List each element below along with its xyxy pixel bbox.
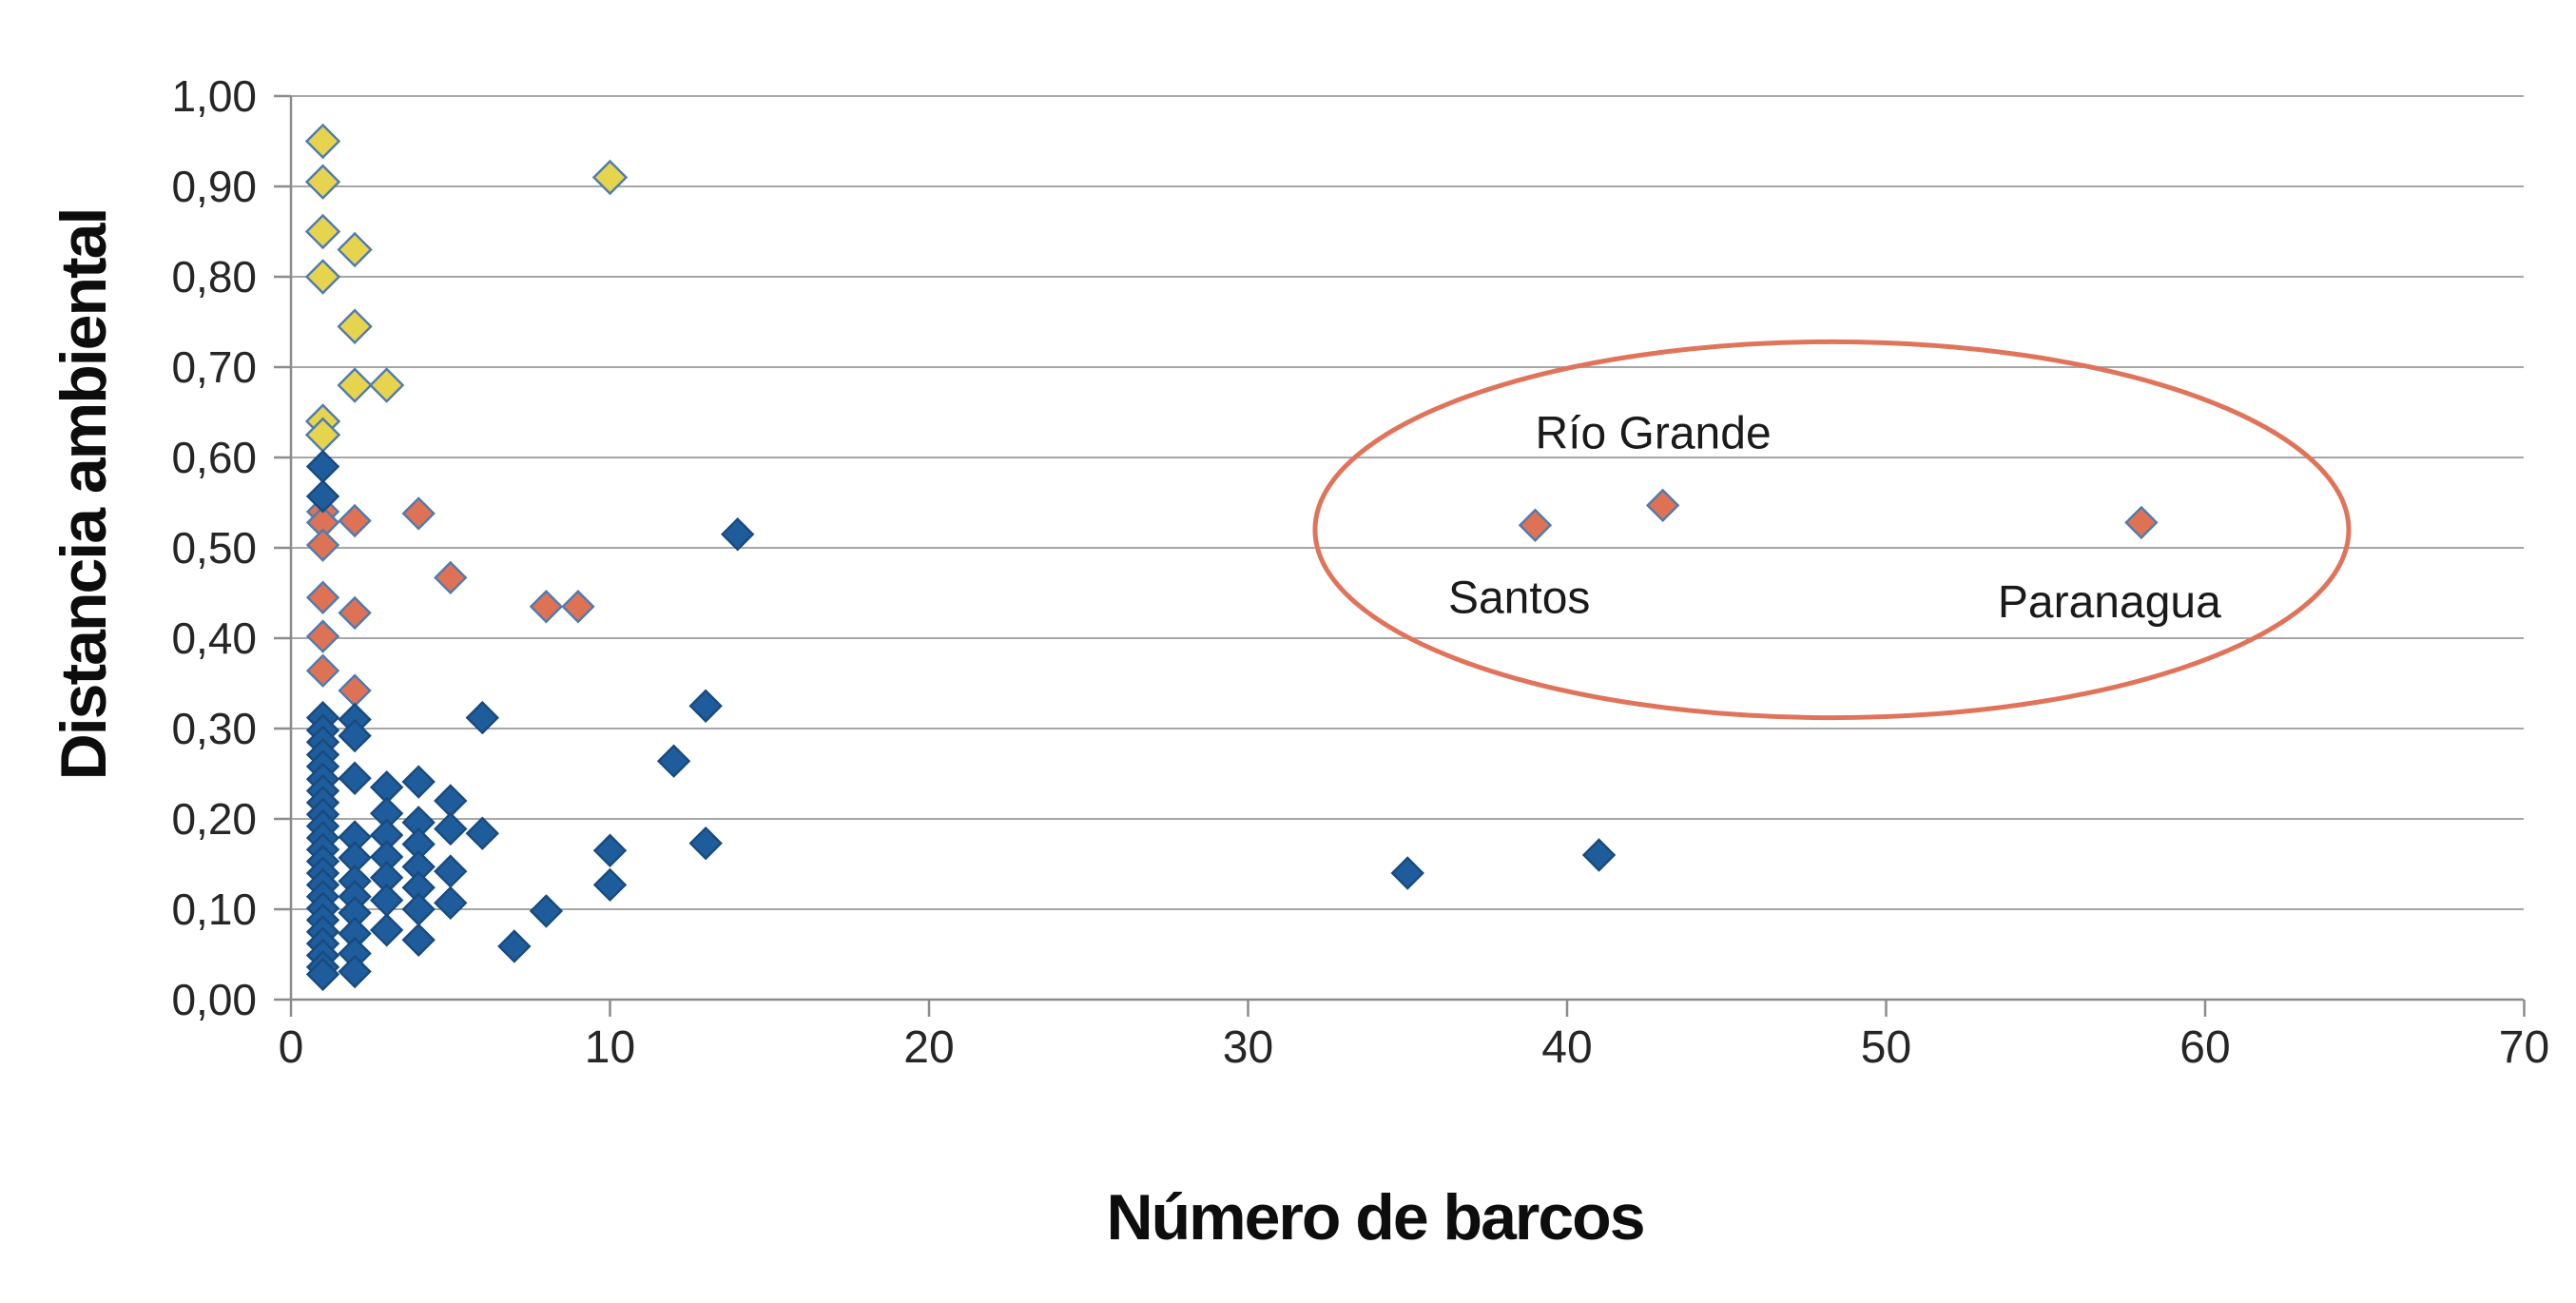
annotation-santos: Santos [1448,573,1590,623]
point-grupo-amarillo [337,367,373,403]
x-tick-label: 70 [2499,1022,2549,1073]
x-tick-label: 40 [1541,1022,1592,1073]
point-grupo-azul [592,867,628,903]
point-grupo-azul [1581,838,1617,872]
point-grupo-amarillo [591,159,629,196]
point-grupo-rojo [305,619,340,653]
y-tick-label: 0,30 [171,704,257,753]
point-grupo-rojo [434,560,468,595]
point-grupo-azul [1390,856,1424,890]
x-tick-label: 0 [279,1022,304,1073]
point-grupo-amarillo [304,259,341,295]
y-tick-label: 0,40 [171,613,257,663]
point-grupo-rojo [1518,508,1553,542]
point-grupo-amarillo [337,308,373,344]
point-grupo-rojo [2124,505,2159,540]
highlight-ellipse [1312,339,2352,721]
point-grupo-azul [401,765,436,799]
point-grupo-azul [369,883,404,918]
point-grupo-amarillo [337,231,373,268]
y-tick-label: 0,80 [171,252,257,301]
point-grupo-azul [688,826,723,861]
point-grupo-rojo [305,528,340,562]
point-grupo-azul [434,854,468,888]
point-grupo-rojo [305,580,340,614]
annotation-rio-grande: Río Grande [1536,408,1772,458]
point-grupo-azul [305,957,340,992]
point-grupo-azul [656,744,691,778]
y-tick-label: 0,20 [171,794,257,844]
point-grupo-azul [305,479,340,514]
x-tick-label: 60 [2179,1022,2230,1073]
point-grupo-azul [592,833,628,867]
point-grupo-azul [497,929,532,963]
y-tick-label: 0,90 [171,162,257,211]
x-tick-label: 10 [585,1022,635,1073]
y-tick-label: 0,60 [171,433,257,482]
point-grupo-azul [529,894,564,928]
point-grupo-rojo [338,673,372,708]
point-grupo-azul [338,954,372,989]
y-tick-label: 0,10 [171,885,257,934]
x-axis-title: Número de barcos [1106,1181,1643,1254]
point-grupo-azul [465,816,499,850]
point-grupo-amarillo [304,164,341,200]
point-grupo-azul [688,689,723,723]
point-grupo-azul [465,700,499,735]
x-tick-label: 30 [1223,1022,1273,1073]
point-grupo-azul [305,449,340,484]
data-points [304,123,2159,992]
y-tick-label: 0,50 [171,523,257,573]
axes [274,94,2526,1017]
point-grupo-amarillo [304,213,341,250]
point-grupo-rojo [1645,488,1680,523]
point-grupo-rojo [305,653,340,688]
point-grupo-azul [369,913,404,947]
point-grupo-rojo [338,503,372,538]
y-tick-label: 1,00 [171,71,257,121]
x-tick-label: 50 [1861,1022,1911,1073]
point-grupo-rojo [561,590,595,624]
point-grupo-azul [401,923,436,957]
point-grupo-azul [434,885,468,921]
point-grupo-azul [338,761,372,795]
point-grupo-azul [338,718,372,753]
point-grupo-amarillo [304,123,341,160]
y-tick-label: 0,00 [171,975,257,1024]
point-grupo-rojo [529,590,564,624]
y-tick-label: 0,70 [171,342,257,392]
point-grupo-rojo [338,595,372,631]
y-axis-title: Distancia ambiental [48,209,120,781]
annotation-paranagua: Paranagua [1998,577,2221,628]
point-grupo-azul [434,811,468,846]
point-grupo-rojo [401,496,436,531]
tick-labels: 0,00 0,10 0,20 0,30 0,40 0,50 0,60 0,70 0,80 0,90… [171,71,2549,1073]
x-tick-label: 20 [903,1022,954,1073]
point-grupo-amarillo [368,367,405,403]
point-grupo-azul [434,784,468,818]
point-grupo-azul [721,517,755,552]
point-grupo-azul [401,892,436,926]
gridlines [291,95,2524,910]
